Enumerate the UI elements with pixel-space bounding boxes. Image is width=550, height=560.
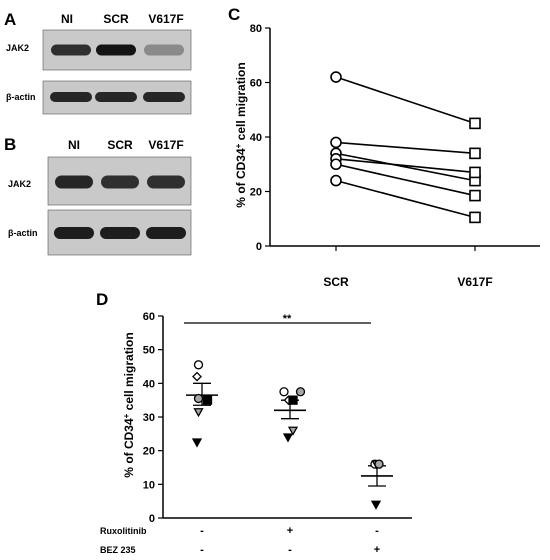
band bbox=[100, 227, 140, 239]
band bbox=[54, 227, 94, 239]
series-line bbox=[335, 179, 476, 219]
panel-d-plot: 0 10 20 30 40 50 60 ** bbox=[143, 311, 393, 525]
band bbox=[143, 92, 185, 102]
y-tick-label: 20 bbox=[143, 446, 155, 458]
band bbox=[146, 227, 186, 239]
data-point bbox=[330, 158, 342, 171]
data-point bbox=[193, 408, 204, 418]
treatment-sign: + bbox=[287, 525, 293, 537]
treatment-sign: - bbox=[375, 525, 379, 537]
data-point bbox=[469, 117, 481, 130]
panel-b-bands bbox=[54, 175, 186, 239]
data-point bbox=[193, 393, 204, 404]
data-point bbox=[374, 459, 384, 469]
panel-d-letter: D bbox=[96, 290, 108, 309]
treatment-label: Ruxolitinib bbox=[100, 526, 147, 536]
panel-c-letter: C bbox=[228, 5, 240, 24]
panel-a-lane-label: SCR bbox=[103, 12, 129, 26]
band bbox=[101, 175, 139, 189]
y-tick-label: 80 bbox=[250, 23, 262, 35]
panel-a-blot-label-jak2: JAK2 bbox=[6, 43, 29, 53]
data-point bbox=[469, 211, 481, 224]
panel-b-letter: B bbox=[4, 135, 16, 154]
treatment-sign: - bbox=[288, 544, 292, 556]
panel-b-blot-label-actin: β-actin bbox=[8, 228, 38, 238]
data-point bbox=[469, 147, 481, 160]
data-point bbox=[191, 438, 203, 448]
panel-a-lane-label: V617F bbox=[148, 12, 183, 26]
y-tick-label: 0 bbox=[149, 513, 155, 525]
data-point bbox=[193, 360, 204, 370]
series-line bbox=[335, 158, 476, 174]
panel-b-lane-label: V617F bbox=[148, 138, 183, 152]
significance-label: ** bbox=[283, 313, 292, 325]
band bbox=[51, 44, 91, 56]
panel-b-lane-label: SCR bbox=[107, 138, 133, 152]
treatment-label: BEZ 235 bbox=[100, 545, 136, 555]
panel-d-y-axis-label: % of CD34+ cell migration bbox=[122, 332, 137, 477]
panel-a-lane-label: NI bbox=[61, 12, 73, 26]
data-point bbox=[192, 371, 202, 382]
panel-b-blot-label-jak2: JAK2 bbox=[8, 179, 31, 189]
panel-b-lane-label: NI bbox=[68, 138, 80, 152]
panel-b: B NI SCR V617F JAK2 β-actin bbox=[4, 135, 192, 256]
y-tick-label: 60 bbox=[250, 78, 262, 90]
y-tick-label: 20 bbox=[250, 187, 262, 199]
band bbox=[55, 175, 93, 189]
band bbox=[50, 92, 92, 102]
data-point bbox=[330, 136, 342, 149]
panel-d: D % of CD34+ cell migration 0 10 20 30 40 50 6… bbox=[96, 290, 412, 556]
data-point bbox=[469, 189, 481, 202]
series-line bbox=[335, 76, 476, 125]
x-tick-label: V617F bbox=[457, 275, 492, 289]
data-point bbox=[288, 395, 298, 405]
band bbox=[144, 44, 184, 56]
series-line bbox=[335, 152, 476, 182]
treatment-sign: - bbox=[200, 544, 204, 556]
y-tick-label: 10 bbox=[143, 479, 155, 491]
data-point bbox=[330, 71, 342, 83]
band bbox=[95, 92, 137, 102]
data-point bbox=[295, 387, 306, 397]
y-tick-label: 60 bbox=[143, 311, 155, 323]
panel-a-bands bbox=[50, 44, 185, 102]
panel-a-blot-label-actin: β-actin bbox=[6, 92, 36, 102]
data-point bbox=[202, 395, 213, 405]
data-point bbox=[370, 500, 382, 510]
panel-c-y-axis-label: % of CD34+ cell migration bbox=[234, 62, 249, 207]
y-tick-label: 40 bbox=[250, 132, 262, 144]
data-point bbox=[282, 433, 294, 443]
treatment-sign: - bbox=[200, 525, 204, 537]
y-tick-label: 0 bbox=[256, 241, 262, 253]
panel-c-plot: 0 20 40 60 80 SCR V617F bbox=[250, 23, 493, 289]
panel-a-letter: A bbox=[4, 10, 16, 29]
x-tick-label: SCR bbox=[323, 275, 349, 289]
panel-c: C % of CD34+ cell migration 0 20 40 60 80 SCR… bbox=[228, 5, 540, 289]
data-point bbox=[469, 166, 481, 179]
data-point bbox=[287, 426, 299, 436]
y-tick-label: 50 bbox=[143, 345, 155, 357]
panel-a: A NI SCR V617F JAK2 β-actin bbox=[4, 10, 192, 115]
data-point bbox=[330, 174, 342, 187]
panel-d-treatment-table: Ruxolitinib - + - BEZ 235 - - + bbox=[100, 525, 380, 556]
data-point bbox=[279, 387, 289, 397]
y-tick-label: 40 bbox=[143, 378, 155, 390]
band bbox=[96, 44, 136, 56]
treatment-sign: + bbox=[374, 544, 380, 556]
y-tick-label: 30 bbox=[143, 412, 155, 424]
series-line bbox=[335, 163, 476, 197]
band bbox=[147, 175, 185, 189]
series-line bbox=[335, 141, 476, 155]
